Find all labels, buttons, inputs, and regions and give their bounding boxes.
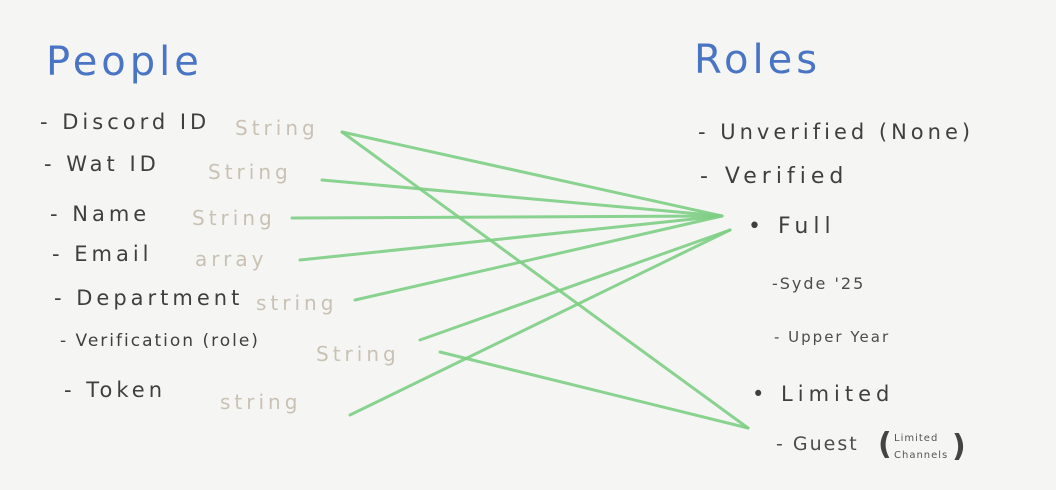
role-guest: - Guest — [776, 433, 859, 455]
guest-note-open-paren: ( — [878, 427, 892, 462]
connector-wat-id-to-verified — [320, 178, 724, 218]
connector-name-to-verified — [290, 214, 724, 220]
field-name-label: - Name — [50, 202, 151, 226]
role-verified: - Verified — [700, 164, 849, 189]
connector-discord-id-to-verified — [340, 130, 724, 218]
role-syde-25: -Syde '25 — [772, 274, 866, 293]
field-name-type: String — [192, 206, 276, 230]
field-department-label: - Department — [54, 286, 244, 310]
field-wat-id-type: String — [208, 160, 292, 184]
guest-note-close-paren: ) — [952, 429, 966, 464]
field-discord-id-label: - Discord ID — [40, 110, 211, 134]
field-token-label: - Token — [64, 378, 167, 402]
field-email-type: array — [195, 247, 268, 271]
field-token-type: string — [220, 390, 302, 414]
connector-department-to-verified — [353, 214, 724, 302]
field-wat-id-label: - Wat ID — [44, 152, 160, 176]
people-heading: People — [46, 39, 203, 85]
field-email-label: - Email — [52, 242, 153, 266]
connector-discord-id-to-guest — [340, 130, 750, 430]
role-unverified: - Unverified (None) — [698, 120, 975, 144]
role-full: • Full — [748, 214, 836, 239]
guest-note-line-1: Limited — [894, 433, 939, 444]
connector-verification-to-guest — [438, 350, 750, 430]
field-discord-id-type: String — [235, 116, 319, 140]
roles-heading: Roles — [694, 37, 822, 83]
connector-token-to-full — [348, 228, 732, 417]
field-verification-label: - Verification (role) — [60, 331, 260, 351]
connector-email-to-verified — [298, 214, 724, 262]
field-department-type: string — [256, 291, 338, 315]
role-upper-year: - Upper Year — [774, 328, 891, 346]
connector-verification-to-full — [418, 228, 732, 342]
role-limited: • Limited — [752, 382, 895, 406]
field-verification-type: String — [316, 342, 400, 366]
guest-note-line-2: Channels — [894, 450, 949, 461]
